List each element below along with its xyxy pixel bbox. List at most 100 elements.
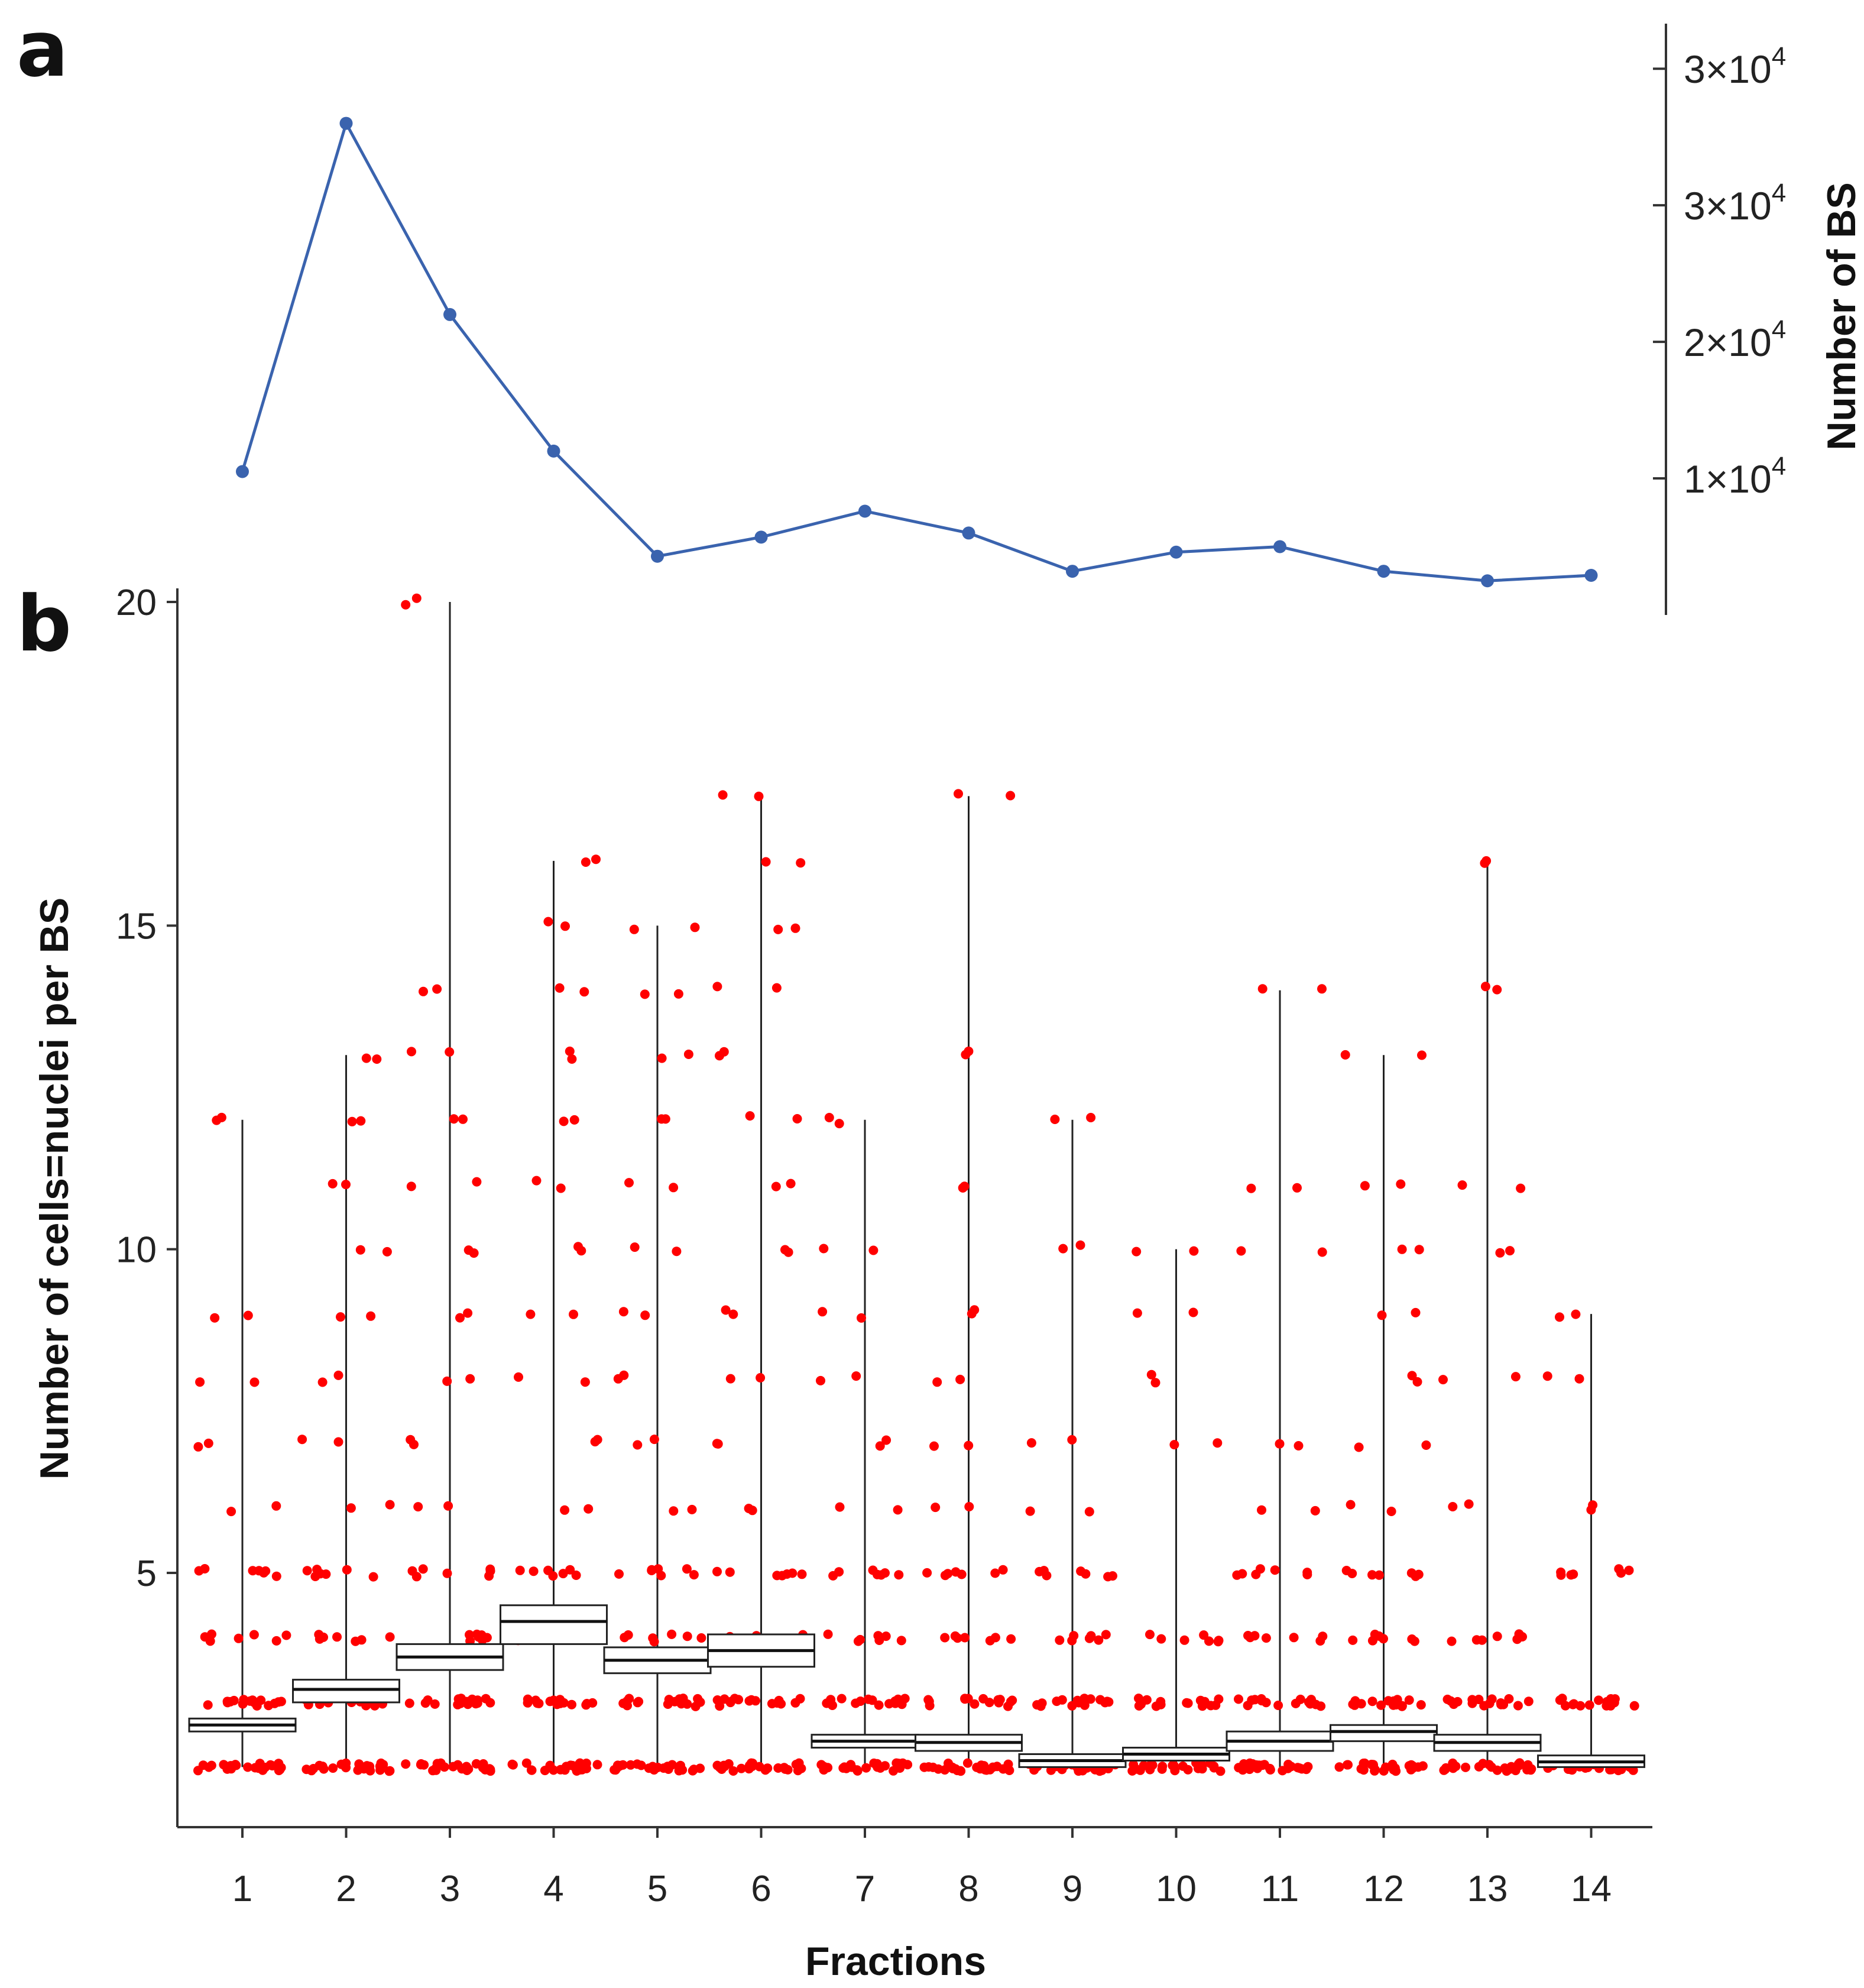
tick-exponent: 4	[1772, 42, 1786, 71]
panel-a-point-8	[962, 526, 975, 540]
panel-b-point-4	[592, 1435, 602, 1445]
panel-b-point-2	[368, 1572, 378, 1582]
panel-b-point-4	[575, 1765, 585, 1775]
panel-b-point-5	[613, 1374, 623, 1384]
panel-b-point-6	[721, 1305, 731, 1315]
panel-b-point-12	[1376, 1700, 1386, 1710]
panel-b-point-4	[571, 1571, 581, 1580]
tick-exponent: 4	[1772, 452, 1786, 481]
panel-b-point-2	[297, 1435, 307, 1445]
panel-b-point-4	[527, 1765, 537, 1775]
panel-b-point-14	[1542, 1371, 1552, 1381]
panel-b-point-11	[1301, 1764, 1311, 1775]
panel-b-point-1	[254, 1566, 264, 1576]
panel-b-point-3	[453, 1760, 463, 1770]
panel-b-point-7	[852, 1766, 863, 1776]
panel-b-point-5	[690, 922, 700, 933]
panel-b-point-8	[929, 1441, 939, 1451]
panel-b-point-7	[855, 1696, 865, 1706]
panel-b-point-11	[1257, 984, 1267, 994]
panel-b-point-2	[328, 1178, 338, 1189]
panel-b-point-12	[1368, 1760, 1378, 1770]
panel-a-point-12	[1377, 565, 1390, 578]
panel-b-point-1	[193, 1442, 203, 1452]
panel-b-point-6	[790, 923, 800, 933]
tick-base: ×10	[1706, 320, 1772, 364]
panel-b-point-12	[1407, 1634, 1417, 1644]
panel-b-point-4	[560, 1505, 570, 1515]
panel-b-point-11	[1302, 1569, 1312, 1579]
panel-b-point-5	[618, 1307, 628, 1317]
panel-b-point-6	[712, 1439, 722, 1449]
panel-b-point-3	[436, 1758, 446, 1768]
panel-b-point-10	[1132, 1246, 1142, 1257]
panel-b-point-5	[610, 1765, 620, 1775]
panel-b-point-3	[445, 1047, 455, 1057]
panel-b-point-6	[793, 1766, 803, 1776]
panel-b-point-1	[195, 1377, 205, 1387]
panel-b-point-13	[1499, 1699, 1509, 1709]
panel-b-point-11	[1310, 1505, 1320, 1516]
panel-b-point-9	[1074, 1698, 1084, 1708]
panel-b-point-3	[463, 1245, 474, 1255]
panel-b-point-3	[485, 1566, 495, 1576]
panel-b-x-axis-label: Fractions	[805, 1939, 986, 1984]
panel-b-point-3	[449, 1114, 459, 1124]
panel-b-point-4	[560, 921, 570, 931]
tick-mantissa: 3	[1684, 47, 1706, 91]
panel-b-point-13	[1492, 985, 1502, 995]
panel-b-point-9	[1035, 1566, 1045, 1576]
panel-b-point-1	[249, 1377, 260, 1387]
panel-b-point-13	[1438, 1375, 1448, 1385]
panel-b-point-12	[1404, 1695, 1414, 1705]
panel-b-point-3	[406, 1181, 416, 1191]
panel-b-point-12	[1411, 1307, 1421, 1317]
panel-b-point-12	[1367, 1570, 1377, 1580]
tick-base: ×10	[1706, 47, 1772, 91]
panel-a-point-2	[339, 116, 353, 130]
panel-b-x-tick-label: 1	[232, 1869, 252, 1909]
panel-b-y-tick-label: 5	[137, 1553, 157, 1594]
panel-b-point-7	[894, 1570, 904, 1580]
panel-b-point-13	[1464, 1499, 1474, 1509]
panel-b-point-12	[1334, 1762, 1344, 1772]
panel-b-point-2	[378, 1760, 388, 1770]
panel-b-point-1	[271, 1571, 281, 1581]
panel-b-point-4	[580, 1377, 590, 1387]
panel-b-point-6	[761, 857, 771, 867]
panel-a-point-6	[754, 530, 768, 544]
panel-b-point-12	[1341, 1566, 1351, 1575]
panel-b-point-5	[663, 1764, 673, 1774]
panel-b-point-13	[1492, 1631, 1502, 1641]
panel-b-point-5	[647, 1565, 657, 1575]
panel-b-point-3	[404, 1698, 414, 1708]
panel-b-point-3	[413, 1502, 423, 1512]
panel-b-point-12	[1350, 1700, 1360, 1710]
panel-b-point-8	[932, 1377, 942, 1387]
panel-b-point-11	[1295, 1694, 1305, 1704]
panel-b-point-3	[409, 1439, 419, 1449]
panel-b-point-11	[1243, 1701, 1253, 1711]
panel-a-y-tick-label: 2×104	[1684, 315, 1786, 364]
panel-b-point-6	[715, 1701, 725, 1711]
panel-b-point-13	[1448, 1763, 1458, 1773]
panel-b-point-2	[356, 1116, 366, 1126]
panel-b-point-3	[432, 984, 442, 994]
tick-exponent: 4	[1772, 179, 1786, 208]
panel-b-point-2	[382, 1246, 392, 1257]
panel-b-point-1	[200, 1564, 210, 1573]
panel-b-x-tick-label: 7	[855, 1869, 875, 1909]
panel-b-point-6	[737, 1763, 746, 1773]
panel-b-point-6	[792, 1114, 802, 1123]
panel-b-point-3	[442, 1376, 452, 1386]
panel-b-point-7	[874, 1700, 884, 1710]
panel-b-point-8	[990, 1568, 1000, 1578]
panel-b-point-11	[1249, 1762, 1259, 1772]
panel-b-point-5	[672, 1246, 682, 1257]
panel-b-point-6	[724, 1759, 734, 1769]
panel-b-point-3	[419, 986, 428, 996]
panel-b-point-6	[795, 1694, 805, 1704]
panel-b-point-9	[1067, 1435, 1077, 1445]
